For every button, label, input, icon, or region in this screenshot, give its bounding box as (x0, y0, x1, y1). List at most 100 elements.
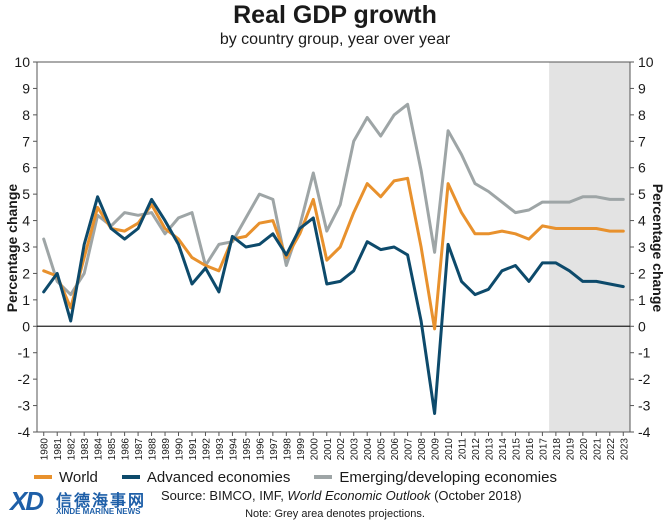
legend-label-world: World (59, 468, 98, 486)
y-tick-label-right: 1 (638, 292, 646, 308)
y-tick-label-right: 2 (638, 265, 646, 281)
x-tick-label: 2012 (471, 438, 482, 461)
x-tick-label: 2002 (336, 438, 347, 461)
logo-mark: XD (10, 486, 44, 516)
x-tick-label: 2014 (498, 438, 509, 461)
x-tick-label: 1989 (161, 438, 172, 461)
x-tick-label: 2013 (484, 438, 495, 461)
x-tick-label: 1980 (40, 438, 51, 461)
series-line-emerging (42, 102, 625, 297)
logo-chinese-text: 信德海事网 (56, 493, 147, 510)
y-tick-label-left: 1 (22, 292, 30, 308)
y-tick-label-left: 0 (22, 318, 30, 334)
y-tick-label-left: 7 (22, 133, 30, 149)
projection-area (549, 62, 630, 432)
y-tick-label-right: -3 (638, 398, 651, 414)
y-tick-label-left: -2 (18, 371, 31, 387)
y-tick-label-left: 6 (22, 160, 30, 176)
x-tick-label: 1996 (255, 438, 266, 461)
y-tick-label-right: 8 (638, 107, 646, 123)
x-tick-label: 2011 (458, 438, 469, 460)
x-tick-label: 2009 (431, 438, 442, 461)
x-tick-label: 2008 (417, 438, 428, 461)
source-note: Source: BIMCO, IMF, World Economic Outlo… (161, 488, 522, 503)
legend-label-advanced: Advanced economies (146, 468, 291, 486)
line-chart: -4 -4 -3 -3 -2 -2 -1 -1 0 0 1 1 2 2 3 3 4 4 5 5 6 6 7 7 8 8 9 9 10 10… (14, 54, 654, 461)
x-tick-label: 1987 (134, 438, 145, 461)
y-tick-label-left: -3 (18, 398, 31, 414)
y-tick-label-right: 5 (638, 186, 646, 202)
y-tick-label-right: 10 (638, 54, 654, 70)
chart-title: Real GDP growth (233, 1, 437, 29)
x-tick-label: 2003 (350, 438, 361, 461)
y-tick-label-left: 4 (22, 213, 30, 229)
x-tick-label: 1993 (215, 438, 226, 461)
y-tick-label-left: 5 (22, 186, 30, 202)
x-tick-label: 1988 (148, 438, 159, 461)
x-tick-label: 1981 (53, 438, 64, 461)
y-tick-label-left: 9 (22, 80, 30, 96)
y-axis-label-right: Percentage change (650, 183, 666, 313)
x-tick-label: 2000 (309, 438, 320, 461)
y-tick-label-right: -4 (638, 424, 651, 440)
x-tick-label: 1992 (201, 438, 212, 461)
y-tick-label-left: 3 (22, 239, 30, 255)
y-tick-label-right: 9 (638, 80, 646, 96)
legend-swatch-emerging (314, 475, 333, 479)
logo-english-text: XINDE MARINE NEWS (56, 507, 141, 516)
y-tick-label-left: 2 (22, 265, 30, 281)
y-tick-label-right: 6 (638, 160, 646, 176)
y-tick-label-left: 8 (22, 107, 30, 123)
legend-item-advanced: Advanced economies (121, 468, 291, 486)
x-tick-label: 2005 (377, 438, 388, 461)
x-tick-label: 1995 (242, 438, 253, 461)
legend-swatch-advanced (121, 475, 140, 479)
x-tick-label: 2018 (552, 438, 563, 461)
chart-subtitle: by country group, year over year (219, 31, 451, 48)
xinde-marine-news-logo: XD 信德海事网 XINDE MARINE NEWS (10, 486, 150, 520)
x-tick-label: 1997 (269, 438, 280, 461)
y-tick-label-right: -1 (638, 345, 651, 361)
x-tick-label: 1999 (296, 438, 307, 461)
x-tick-label: 2023 (619, 438, 630, 461)
x-tick-label: 2016 (525, 438, 536, 461)
source-prefix: Source: BIMCO, IMF, (161, 488, 288, 503)
x-tick-label: 1986 (121, 438, 132, 461)
y-tick-label-right: -2 (638, 371, 651, 387)
y-tick-label-left: -4 (18, 424, 31, 440)
legend-item-world: World (34, 469, 98, 486)
x-tick-label: 2004 (363, 438, 374, 461)
plot-frame (36, 61, 631, 433)
source-suffix: (October 2018) (430, 488, 522, 503)
x-tick-label: 2022 (606, 438, 617, 461)
legend-swatch-world (34, 475, 52, 479)
y-axis-label-left: Percentage change (4, 183, 20, 313)
y-tick-label-left: -1 (18, 345, 31, 361)
x-tick-label: 1998 (282, 438, 293, 461)
source-publication: World Economic Outlook (287, 488, 431, 503)
x-tick-label: 2007 (404, 438, 415, 461)
x-tick-label: 2006 (390, 438, 401, 461)
x-tick-label: 2015 (511, 438, 522, 461)
y-tick-label-right: 3 (638, 239, 646, 255)
series-line-advanced (42, 195, 625, 415)
y-tick-label-right: 0 (638, 318, 646, 334)
x-tick-label: 2017 (538, 438, 549, 461)
x-tick-label: 1984 (94, 438, 105, 461)
x-tick-label: 2019 (565, 438, 576, 461)
x-tick-label: 1990 (175, 438, 186, 461)
x-tick-label: 2010 (444, 438, 455, 461)
x-tick-label: 1985 (107, 438, 118, 461)
legend-item-emerging: Emerging/developing economies (314, 469, 557, 486)
x-tick-label: 1994 (228, 438, 239, 461)
x-tick-label: 1982 (67, 438, 78, 461)
y-tick-label-right: 7 (638, 133, 646, 149)
x-tick-label: 1991 (188, 438, 199, 461)
y-tick-label-right: 4 (638, 213, 646, 229)
x-tick-label: 2021 (592, 438, 603, 461)
projection-note: Note: Grey area denotes projections. (245, 508, 425, 520)
legend-label-emerging: Emerging/developing economies (339, 468, 557, 486)
series-line-world (42, 176, 625, 331)
y-tick-label-left: 10 (14, 54, 30, 70)
chart-legend: World Advanced economies Emerging/develo… (34, 467, 581, 487)
